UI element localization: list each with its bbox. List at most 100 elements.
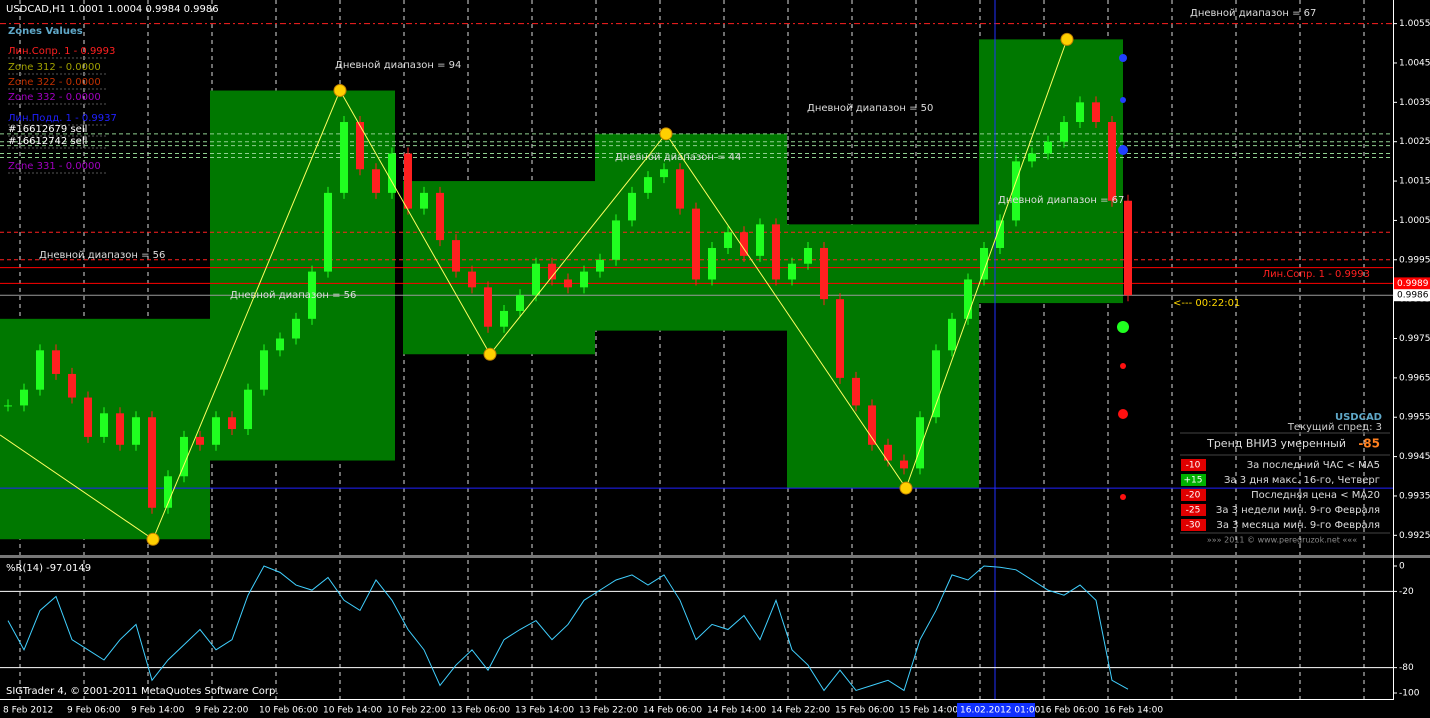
candle xyxy=(1060,122,1068,142)
signal-dot xyxy=(1120,494,1126,500)
candle xyxy=(84,397,92,437)
zigzag-point xyxy=(333,84,347,98)
zigzag-point xyxy=(659,127,673,141)
price-marker xyxy=(1394,289,1430,302)
candle xyxy=(996,220,1004,248)
resistance-label: Лин.Сопр. 1 - 0.9993 xyxy=(1263,269,1370,280)
range-label: Дневной диапазон = 67 xyxy=(998,195,1124,206)
time-label: 14 Feb 06:00 xyxy=(643,706,702,716)
zones-panel: Zones Values Лин.Сопр. 1 - 0.9993 Zone 31… xyxy=(8,26,117,174)
price-tick-label: 0.9955 xyxy=(1399,413,1430,423)
candle xyxy=(116,413,124,445)
info-footer: »»» 2011 © www.peregruzok.net ««« xyxy=(1207,536,1357,545)
score-value: -30 xyxy=(1186,521,1201,531)
candle xyxy=(1076,102,1084,123)
candle xyxy=(708,247,716,280)
price-tick-label: 0.9935 xyxy=(1399,491,1430,501)
candle xyxy=(868,405,876,445)
candle xyxy=(1044,141,1052,154)
time-label: 15 Feb 06:00 xyxy=(835,706,894,716)
candle xyxy=(884,444,892,461)
candle xyxy=(1012,161,1020,221)
candle xyxy=(756,224,764,256)
wpr-tick-label: -80 xyxy=(1399,663,1414,673)
time-label: 16 Feb 14:00 xyxy=(1104,706,1163,716)
info-spread: Текущий спред: 3 xyxy=(1287,422,1382,433)
info-panel: USDCAD Текущий спред: 3 Тренд ВНИЗ умере… xyxy=(1180,412,1390,545)
candle xyxy=(660,169,668,178)
time-label: 13 Feb 22:00 xyxy=(579,706,638,716)
score-box xyxy=(1181,489,1206,501)
time-label: 10 Feb 06:00 xyxy=(259,706,318,716)
time-label: 13 Feb 14:00 xyxy=(515,706,574,716)
zones-panel-row: #16612742 sell xyxy=(8,136,87,147)
zones-panel-title: Zones Values xyxy=(8,26,83,37)
candle xyxy=(548,263,556,280)
signal-dot xyxy=(1120,363,1126,369)
score-text: За 3 дня макс. 16-го, Четверг xyxy=(1224,475,1380,486)
candle xyxy=(404,153,412,209)
score-box xyxy=(1181,504,1206,516)
wpr-title: %R(14) -97.0149 xyxy=(6,563,91,574)
price-tick-label: 1.0055 xyxy=(1399,19,1430,29)
candle xyxy=(836,299,844,378)
symbol-line: USDCAD,H1 1.0001 1.0004 0.9984 0.9986 xyxy=(6,4,219,15)
time-label: 16 Feb 06:00 xyxy=(1040,706,1099,716)
info-symbol: USDCAD xyxy=(1335,412,1382,423)
zigzag-point xyxy=(146,532,160,546)
range-label: Дневной диапазон = 94 xyxy=(335,60,461,71)
candle xyxy=(644,177,652,193)
candle xyxy=(980,247,988,280)
candle xyxy=(1028,153,1036,162)
candle xyxy=(164,476,172,508)
candle xyxy=(340,122,348,193)
wpr-tick-label: -100 xyxy=(1399,689,1420,699)
zones-panel-row: Zone 332 - 0.0000 xyxy=(8,92,101,103)
candle xyxy=(36,350,44,390)
candle xyxy=(676,169,684,209)
zones-panel-row: Zone 331 - 0.0000 xyxy=(8,161,101,172)
candle xyxy=(852,377,860,406)
candle xyxy=(900,460,908,469)
price-marker-label: 0.9986 xyxy=(1397,291,1429,301)
cursor-time: 16.02.2012 01:00 xyxy=(960,706,1041,716)
candle xyxy=(564,279,572,288)
range-label: Дневной диапазон = 56 xyxy=(39,250,165,261)
time-label: 9 Feb 22:00 xyxy=(195,706,249,716)
candle xyxy=(452,240,460,272)
candle xyxy=(916,417,924,469)
wpr-tick-label: 0 xyxy=(1399,562,1405,572)
signals xyxy=(1117,54,1129,500)
candle xyxy=(948,318,956,351)
price-tick-label: 1.0035 xyxy=(1399,98,1430,108)
score-text: За последний ЧАС < MA5 xyxy=(1247,460,1380,471)
candle xyxy=(1124,200,1132,296)
candle xyxy=(468,271,476,288)
time-label: 9 Feb 14:00 xyxy=(131,706,185,716)
score-value: -25 xyxy=(1186,506,1201,516)
candle xyxy=(308,271,316,319)
time-axis-line xyxy=(0,699,1394,700)
time-label: 9 Feb 06:00 xyxy=(67,706,121,716)
candle xyxy=(820,247,828,300)
range-label: Дневной диапазон = 56 xyxy=(230,290,356,301)
candle xyxy=(228,417,236,430)
signal-star xyxy=(1118,409,1128,419)
candle xyxy=(628,192,636,221)
price-tick-label: 1.0005 xyxy=(1399,216,1430,226)
wpr-pane: %R(14) -97.0149 0 -20 -80 -100 xyxy=(0,562,1420,699)
score-value: +15 xyxy=(1184,476,1203,486)
candle xyxy=(612,220,620,260)
candle xyxy=(276,338,284,351)
candle xyxy=(692,208,700,280)
candle xyxy=(148,417,156,508)
zones-panel-row: #16612679 sell xyxy=(8,124,87,135)
info-trend: Тренд ВНИЗ умеренный xyxy=(1206,437,1346,450)
candle xyxy=(1108,122,1116,201)
price-marker xyxy=(1394,277,1430,290)
footer: SIGTrader 4, © 2001-2011 MetaQuotes Soft… xyxy=(6,686,279,697)
range-label: Дневной диапазон = 44 xyxy=(615,152,741,163)
time-label: 15 Feb 14:00 xyxy=(899,706,958,716)
cursor-time-box xyxy=(957,703,1035,717)
